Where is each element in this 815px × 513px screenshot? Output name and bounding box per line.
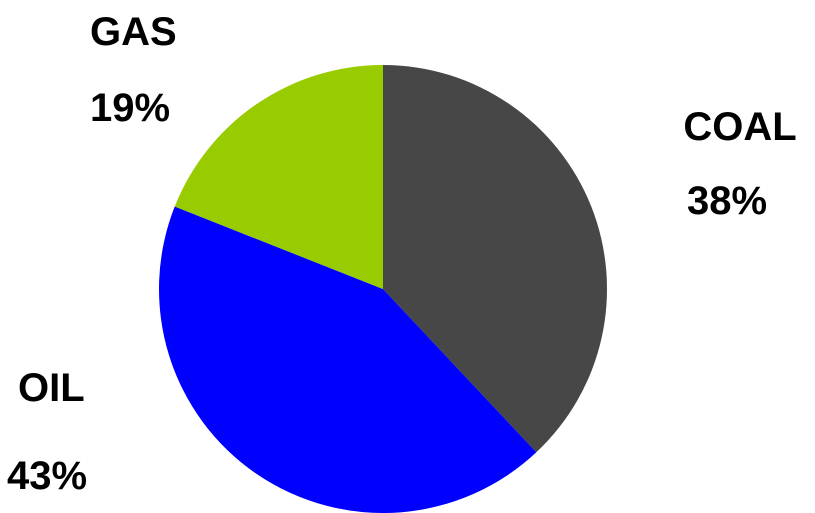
- slice-label-gas-value: 19%: [90, 86, 171, 130]
- slice-label-oil-name: OIL: [18, 366, 85, 410]
- pie-slice-oil: [159, 206, 537, 513]
- slice-label-coal-name: COAL: [683, 105, 797, 149]
- pie-slice-gas: [174, 65, 383, 289]
- slice-label-gas-name: GAS: [90, 10, 177, 54]
- pie-slice-coal: [383, 65, 608, 453]
- pie-slices: [159, 65, 608, 513]
- slice-label-coal-value: 38%: [686, 179, 768, 223]
- slice-label-oil-value: 43%: [7, 454, 88, 498]
